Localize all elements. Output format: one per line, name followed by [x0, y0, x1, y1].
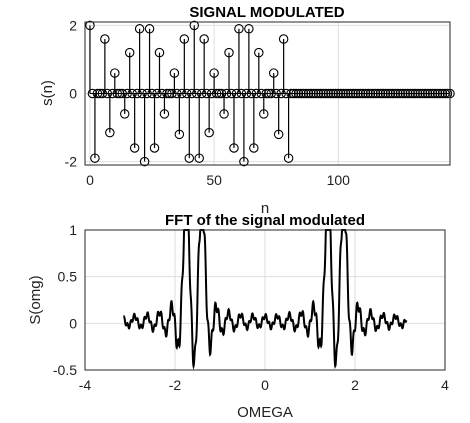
fft-plot: -4 -2 0 2 4 -0.5 0 0.5 1 FFT of the signal modul…: [27, 212, 449, 421]
x-tick-label: 4: [441, 377, 449, 393]
stem-marker: [169, 68, 180, 78]
stem-xlabel: n: [261, 200, 269, 217]
stem-ylabel: s(n): [39, 80, 56, 106]
stem-marker: [184, 153, 195, 163]
stem-marker: [159, 109, 170, 119]
stem-marker: [124, 47, 135, 58]
stem-marker: [209, 68, 219, 78]
stem-marker: [283, 153, 294, 163]
stem-marker: [199, 34, 209, 44]
stem-marker: [154, 47, 165, 58]
stem-marker: [144, 24, 155, 34]
stem-marker: [85, 20, 95, 31]
stem-marker: [224, 47, 234, 58]
y-tick-label: 0.5: [58, 269, 78, 285]
fft-ticks: -4 -2 0 2 4 -0.5 0 0.5 1: [53, 222, 449, 393]
stem-marker: [194, 153, 204, 163]
stem-marker: [174, 129, 185, 140]
x-tick-label: -4: [79, 377, 92, 393]
fft-title: FFT of the signal modulated: [165, 212, 365, 229]
stem-marker: [105, 127, 115, 138]
y-tick-label: 0: [69, 86, 77, 102]
y-tick-label: -2: [65, 154, 78, 170]
stem-marker: [129, 143, 140, 153]
y-tick-label: 1: [69, 222, 77, 238]
stem-series: [85, 20, 455, 167]
stem-marker: [273, 129, 284, 140]
stem-marker: [219, 109, 229, 119]
y-tick-label: -0.5: [53, 362, 77, 378]
x-tick-label: 2: [351, 377, 359, 393]
stem-marker: [90, 153, 100, 163]
fft-xlabel: OMEGA: [237, 404, 293, 421]
stem-marker: [100, 34, 110, 44]
stem-marker: [239, 156, 249, 167]
fft-series-line: [123, 229, 408, 371]
stem-marker: [139, 156, 150, 167]
stem-marker: [259, 109, 269, 119]
stem-ticks: 0 50 100 -2 0 2: [65, 17, 351, 188]
x-tick-label: 50: [206, 172, 222, 188]
stem-marker: [244, 24, 254, 34]
stem-marker: [134, 24, 145, 34]
y-tick-label: 0: [69, 315, 77, 331]
stem-marker: [278, 34, 289, 44]
stem-marker: [254, 47, 264, 58]
stem-marker: [268, 68, 279, 78]
stem-marker: [229, 143, 239, 153]
fft-plot-frame: [84, 229, 446, 371]
stem-marker: [110, 68, 120, 78]
stem-plot-frame: [84, 21, 451, 166]
y-tick-label: 2: [69, 17, 77, 33]
stem-marker: [234, 24, 244, 34]
x-tick-label: 100: [327, 172, 351, 188]
stem-marker: [249, 143, 259, 153]
x-tick-label: 0: [261, 377, 269, 393]
x-tick-label: 0: [86, 172, 94, 188]
stem-marker: [179, 34, 190, 44]
stem-marker: [189, 20, 200, 31]
fft-ylabel: S(omg): [27, 275, 44, 324]
stem-marker: [204, 127, 214, 138]
stem-marker: [149, 143, 160, 153]
stem-title: SIGNAL MODULATED: [189, 4, 344, 21]
x-tick-label: -2: [169, 377, 182, 393]
stem-marker: [119, 109, 130, 119]
stem-plot: 0 50 100 -2 0 2 SIGNAL MODULATED n s(n): [39, 4, 455, 217]
